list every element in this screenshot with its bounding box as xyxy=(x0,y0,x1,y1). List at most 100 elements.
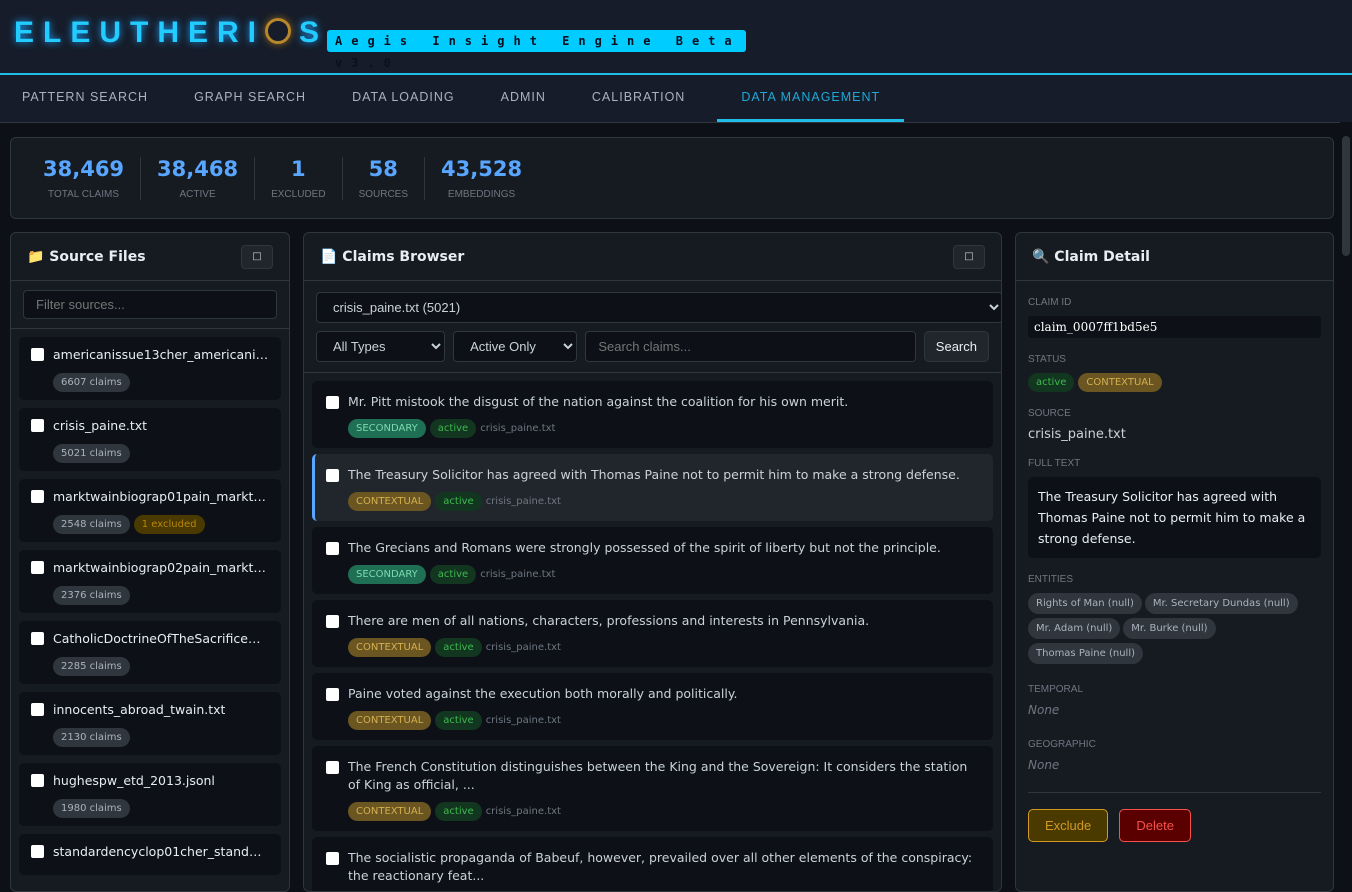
claim-status-badge: active xyxy=(435,802,482,821)
nav-tab[interactable]: DATA MANAGEMENT xyxy=(717,75,905,122)
claim-checkbox[interactable] xyxy=(326,396,339,409)
claim-item[interactable]: Mr. Pitt mistook the disgust of the nati… xyxy=(312,381,993,448)
source-checkbox[interactable] xyxy=(31,632,44,645)
nav-tab[interactable]: CALIBRATION xyxy=(591,90,686,104)
entity-tag: Mr. Secretary Dundas (null) xyxy=(1144,593,1298,614)
stat-value: 58 xyxy=(368,156,398,181)
claim-text: The socialistic propaganda of Babeuf, ho… xyxy=(348,850,973,883)
claim-text: Mr. Pitt mistook the disgust of the nati… xyxy=(348,394,849,409)
claim-type-badge: CONTEXTUAL xyxy=(348,492,432,511)
claim-item[interactable]: The French Constitution distinguishes be… xyxy=(312,746,993,831)
source-label: SOURCE xyxy=(1028,408,1071,419)
source-checkbox[interactable] xyxy=(31,419,44,432)
claim-count-badge: 2285 claims xyxy=(53,657,130,676)
claim-item[interactable]: The Treasury Solicitor has agreed with T… xyxy=(312,454,993,521)
claim-id-label: CLAIM ID xyxy=(1028,297,1072,308)
nav-tab[interactable]: PATTERN SEARCH xyxy=(22,90,149,104)
source-item[interactable]: CatholicDoctrineOfTheSacrificeAnd_Cathol… xyxy=(19,621,281,684)
claim-status-badge: active xyxy=(435,492,482,511)
filter-sources-input[interactable] xyxy=(23,290,277,319)
claim-source: crisis_paine.txt xyxy=(485,806,561,817)
claim-type-badge: CONTEXTUAL xyxy=(348,638,432,657)
claim-item[interactable]: There are men of all nations, characters… xyxy=(312,600,993,667)
search-button[interactable]: Search xyxy=(923,331,989,362)
source-name: marktwainbiograp02pain_marktwainbiograp0… xyxy=(53,560,269,575)
claim-checkbox[interactable] xyxy=(326,688,339,701)
stat: 58 SOURCES xyxy=(343,156,426,200)
entity-tag: Rights of Man (null) xyxy=(1028,593,1142,614)
claim-count-badge: 2548 claims xyxy=(53,515,130,534)
exclude-button[interactable]: Exclude xyxy=(1028,809,1109,842)
source-checkbox[interactable] xyxy=(31,703,44,716)
stat-label: EMBEDDINGS xyxy=(447,188,516,200)
search-claims-input[interactable] xyxy=(585,331,916,362)
claim-detail-panel: 🔍 Claim Detail CLAIM ID claim_0007ff1bd5… xyxy=(1015,232,1334,892)
header-divider xyxy=(0,73,1352,75)
claim-text: The French Constitution distinguishes be… xyxy=(348,759,968,792)
claim-checkbox[interactable] xyxy=(326,761,339,774)
source-checkbox[interactable] xyxy=(31,845,44,858)
status-select[interactable]: Active Only xyxy=(453,331,578,362)
panel-title: 📁 Source Files xyxy=(27,248,146,265)
source-item[interactable]: standardencyclop01cher_standardencyclop0… xyxy=(19,834,281,875)
claim-checkbox[interactable] xyxy=(326,852,339,865)
source-name: hughespw_etd_2013.jsonl xyxy=(53,773,215,788)
panel-title: 🔍 Claim Detail xyxy=(1032,248,1150,265)
claim-checkbox[interactable] xyxy=(326,542,339,555)
stat: 38,468 ACTIVE xyxy=(141,156,256,200)
scrollbar-thumb[interactable] xyxy=(1342,136,1350,256)
nav-tab[interactable]: ADMIN xyxy=(500,90,546,104)
claim-checkbox[interactable] xyxy=(326,615,339,628)
claim-count-badge: 2376 claims xyxy=(53,586,130,605)
claim-count-badge: 5021 claims xyxy=(53,444,130,463)
source-item[interactable]: marktwainbiograp01pain_marktwainbiograp0… xyxy=(19,479,281,542)
panel-title: 📄 Claims Browser xyxy=(320,248,465,265)
claim-item[interactable]: The socialistic propaganda of Babeuf, ho… xyxy=(312,837,993,891)
claim-type-badge: CONTEXTUAL xyxy=(348,802,432,821)
source-name: CatholicDoctrineOfTheSacrificeAnd_Cathol… xyxy=(53,631,269,646)
stat: 38,469 TOTAL CLAIMS xyxy=(27,156,142,200)
claim-status-badge: active xyxy=(435,711,482,730)
source-item[interactable]: crisis_paine.txt 5021 claims xyxy=(19,408,281,471)
stat: 1 EXCLUDED xyxy=(255,156,343,200)
claim-text: Paine voted against the execution both m… xyxy=(348,686,738,701)
source-select[interactable]: crisis_paine.txt (5021) xyxy=(316,292,1001,323)
claim-source: crisis_paine.txt xyxy=(480,569,556,580)
source-checkbox[interactable] xyxy=(31,774,44,787)
geographic-value: None xyxy=(1028,758,1060,772)
stat-value: 1 xyxy=(291,156,306,181)
source-item[interactable]: marktwainbiograp02pain_marktwainbiograp0… xyxy=(19,550,281,613)
source-checkbox[interactable] xyxy=(31,348,44,361)
main-nav: PATTERN SEARCH GRAPH SEARCH DATA LOADING AD… xyxy=(0,75,1352,123)
claim-type-badge: SECONDARY xyxy=(348,565,426,584)
delete-button[interactable]: Delete xyxy=(1119,809,1191,842)
claim-checkbox[interactable] xyxy=(326,469,339,482)
entities-label: ENTITIES xyxy=(1028,574,1074,585)
expand-button[interactable]: □ xyxy=(953,244,985,269)
source-item[interactable]: hughespw_etd_2013.jsonl 1980 claims xyxy=(19,763,281,826)
claim-type-badge: SECONDARY xyxy=(348,419,426,438)
source-files-panel: 📁 Source Files □ americanissue13cher_amer… xyxy=(10,232,290,892)
stat-value: 38,469 xyxy=(43,156,125,181)
type-select[interactable]: All Types xyxy=(316,331,446,362)
scrollbar[interactable] xyxy=(1340,122,1352,875)
claim-item[interactable]: The Grecians and Romans were strongly po… xyxy=(312,527,993,594)
temporal-label: TEMPORAL xyxy=(1028,684,1084,695)
expand-button[interactable]: □ xyxy=(241,244,273,269)
claim-type-badge: CONTEXTUAL xyxy=(348,711,432,730)
geographic-label: GEOGRAPHIC xyxy=(1028,739,1096,750)
source-checkbox[interactable] xyxy=(31,561,44,574)
nav-tab[interactable]: DATA LOADING xyxy=(352,90,455,104)
logo: ELEUTHERI S xyxy=(14,16,329,49)
claim-item[interactable]: Paine voted against the execution both m… xyxy=(312,673,993,740)
nav-tab[interactable]: GRAPH SEARCH xyxy=(194,90,307,104)
source-name: marktwainbiograp01pain_marktwainbiograp0… xyxy=(53,489,269,504)
source-item[interactable]: innocents_abroad_twain.txt 2130 claims xyxy=(19,692,281,755)
excluded-badge: 1 excluded xyxy=(133,515,205,534)
stat-label: EXCLUDED xyxy=(271,188,326,200)
type-badge: CONTEXTUAL xyxy=(1078,373,1162,392)
source-item[interactable]: americanissue13cher_americanissue13cher.… xyxy=(19,337,281,400)
claim-id-value: claim_0007ff1bd5e5 xyxy=(1028,316,1321,338)
source-checkbox[interactable] xyxy=(31,490,44,503)
claim-source: crisis_paine.txt xyxy=(485,715,561,726)
